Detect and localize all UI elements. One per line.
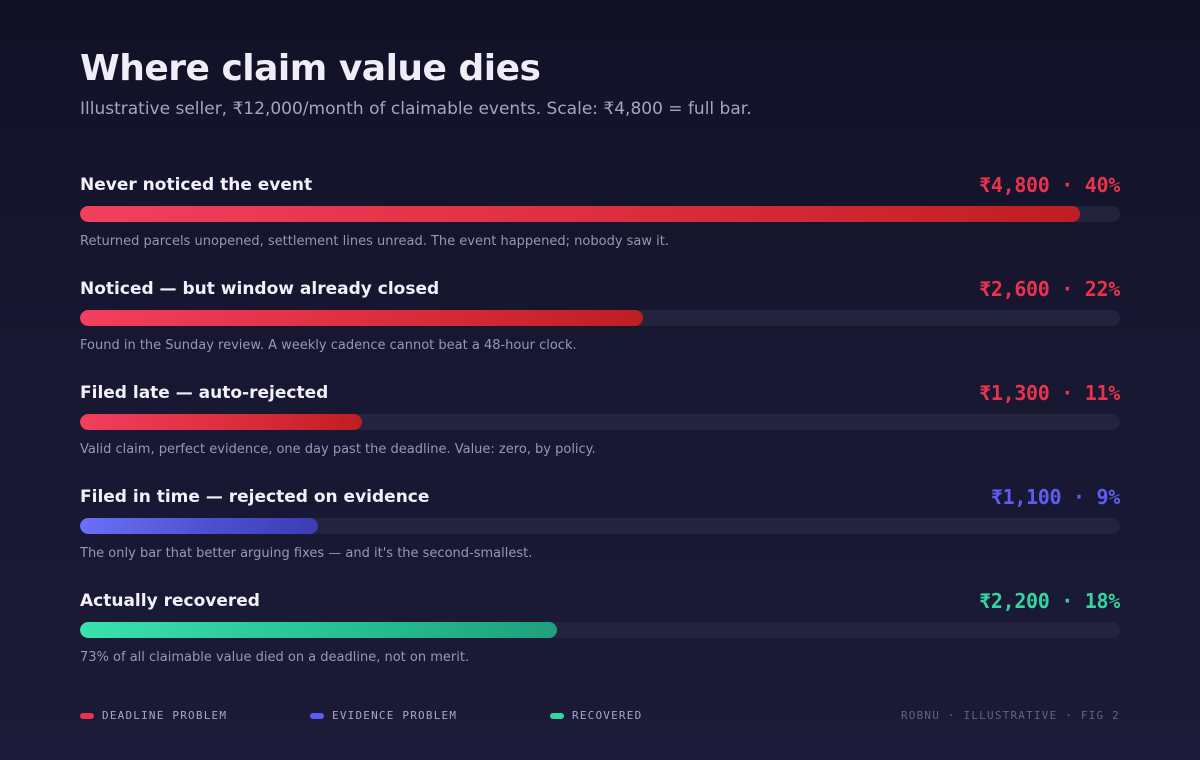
bar-rows: Never noticed the event ₹4,800 · 40% Ret… xyxy=(80,173,1120,693)
legend-swatch-evidence xyxy=(310,712,324,719)
bar-note: Found in the Sunday review. A weekly cad… xyxy=(80,338,577,353)
bar-value-label: ₹1,300 · 11% xyxy=(979,381,1120,405)
bar-track xyxy=(80,518,1120,534)
legend-swatch-recovered xyxy=(550,712,564,719)
legend: DEADLINE PROBLEM EVIDENCE PROBLEM RECOVE… xyxy=(80,709,1120,725)
bar-label: Filed late — auto-rejected xyxy=(80,383,329,403)
legend-label: DEADLINE PROBLEM xyxy=(102,709,228,722)
bar-fill xyxy=(80,206,1080,222)
legend-item-deadline: DEADLINE PROBLEM xyxy=(80,709,227,722)
bar-label: Noticed — but window already closed xyxy=(80,279,440,299)
bar-note: Valid claim, perfect evidence, one day p… xyxy=(80,442,596,457)
bar-fill xyxy=(80,310,643,326)
bar-value-label: ₹4,800 · 40% xyxy=(979,173,1120,197)
bar-label: Filed in time — rejected on evidence xyxy=(80,487,430,507)
bar-track xyxy=(80,206,1120,222)
bar-fill xyxy=(80,518,318,534)
bar-row-rejected-evidence: Filed in time — rejected on evidence ₹1,… xyxy=(80,485,1120,589)
legend-label: RECOVERED xyxy=(572,709,643,722)
bar-note: Returned parcels unopened, settlement li… xyxy=(80,234,669,249)
bar-row-window-closed: Noticed — but window already closed ₹2,6… xyxy=(80,277,1120,381)
bar-note: The only bar that better arguing fixes —… xyxy=(80,546,533,561)
figure-credit: ROBNU · ILLUSTRATIVE · FIG 2 xyxy=(900,709,1120,722)
bar-track xyxy=(80,622,1120,638)
bar-fill xyxy=(80,622,557,638)
bar-row-never-noticed: Never noticed the event ₹4,800 · 40% Ret… xyxy=(80,173,1120,277)
bar-fill xyxy=(80,414,362,430)
bar-value-label: ₹2,600 · 22% xyxy=(979,277,1120,301)
legend-label: EVIDENCE PROBLEM xyxy=(332,709,458,722)
legend-item-evidence: EVIDENCE PROBLEM xyxy=(310,709,457,722)
bar-row-filed-late: Filed late — auto-rejected ₹1,300 · 11% … xyxy=(80,381,1120,485)
chart-subtitle: Illustrative seller, ₹12,000/month of cl… xyxy=(80,99,752,119)
legend-item-recovered: RECOVERED xyxy=(550,709,642,722)
bar-label: Never noticed the event xyxy=(80,175,313,195)
bar-value-label: ₹1,100 · 9% xyxy=(990,485,1120,509)
legend-swatch-deadline xyxy=(80,712,94,719)
bar-track xyxy=(80,414,1120,430)
bar-track xyxy=(80,310,1120,326)
bar-value-label: ₹2,200 · 18% xyxy=(979,589,1120,613)
bar-note: 73% of all claimable value died on a dea… xyxy=(80,650,470,665)
bar-label: Actually recovered xyxy=(80,591,260,611)
bar-row-recovered: Actually recovered ₹2,200 · 18% 73% of a… xyxy=(80,589,1120,693)
chart-title: Where claim value dies xyxy=(80,48,541,89)
